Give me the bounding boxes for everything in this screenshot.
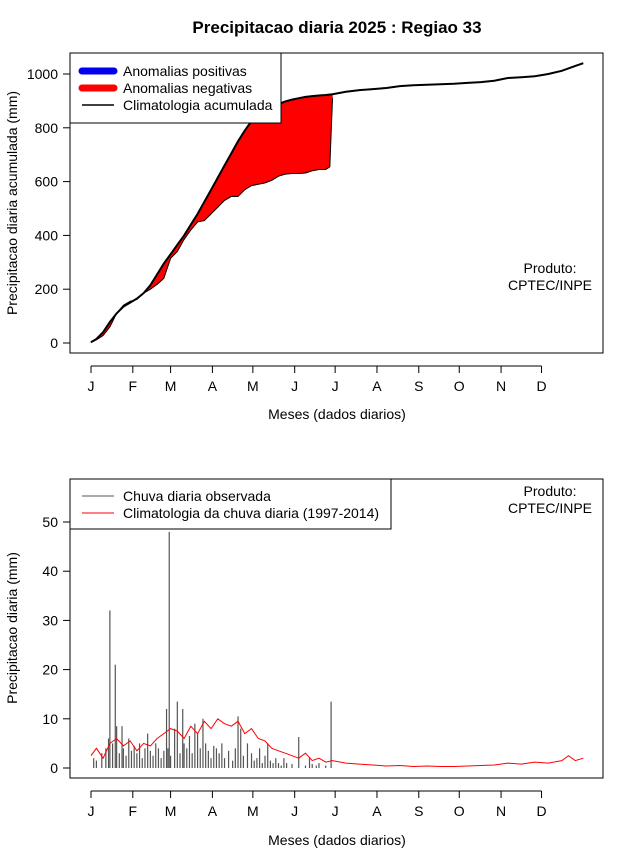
x-tick-label: N: [496, 803, 506, 819]
x-axis-label: Meses (dados diarios): [268, 832, 406, 848]
x-tick-label: A: [372, 803, 382, 819]
legend-label-positive: Anomalias positivas: [123, 63, 247, 79]
y-tick-label: 600: [35, 174, 59, 190]
x-axis-label: Meses (dados diarios): [268, 406, 406, 422]
daily-chart: 0 10 20 30 40 50 J F M A M J J A S O N D Precipitacao di…: [4, 478, 604, 848]
product-label: Produto:: [524, 483, 577, 499]
x-tick-label: N: [496, 378, 506, 394]
x-tick-label: D: [536, 378, 546, 394]
x-tick-label: F: [129, 803, 138, 819]
y-tick-label: 40: [42, 563, 58, 579]
x-tick-label: S: [414, 378, 423, 394]
x-tick-label: J: [88, 378, 95, 394]
y-tick-label: 400: [35, 227, 59, 243]
observed-daily-bars: [93, 531, 332, 768]
y-axis-label: Precipitacao diaria acumulada (mm): [4, 91, 20, 315]
y-tick-label: 1000: [27, 66, 58, 82]
y-tick-label: 10: [42, 711, 58, 727]
y-axis-label: Precipitacao diaria (mm): [4, 552, 20, 704]
x-tick-label: M: [165, 803, 177, 819]
x-tick-label: A: [208, 378, 218, 394]
cumulative-chart: Precipitacao diaria 2025 : Regiao 33 0 20…: [4, 18, 604, 422]
chart-title: Precipitacao diaria 2025 : Regiao 33: [192, 18, 481, 37]
y-tick-label: 0: [50, 335, 58, 351]
y-tick-label: 20: [42, 662, 58, 678]
x-tick-label: J: [332, 803, 339, 819]
legend-label-negative: Anomalias negativas: [123, 80, 252, 96]
x-tick-label: J: [291, 803, 298, 819]
x-tick-label: D: [536, 803, 546, 819]
x-tick-label: J: [332, 378, 339, 394]
x-tick-label: O: [454, 378, 465, 394]
x-tick-label: A: [372, 378, 382, 394]
x-tick-label: F: [129, 378, 138, 394]
x-tick-label: J: [88, 803, 95, 819]
y-tick-label: 30: [42, 612, 58, 628]
legend-label-observed: Chuva diaria observada: [123, 488, 271, 504]
y-tick-label: 0: [50, 760, 58, 776]
x-tick-label: O: [454, 803, 465, 819]
y-tick-label: 800: [35, 120, 59, 136]
legend: Chuva diaria observada Climatologia da c…: [69, 478, 392, 530]
y-tick-label: 50: [42, 514, 58, 530]
legend-label-climatology: Climatologia acumulada: [123, 97, 273, 113]
y-axis: 0 10 20 30 40 50: [42, 514, 71, 776]
x-tick-label: M: [247, 803, 259, 819]
legend-label-climatology: Climatologia da chuva diaria (1997-2014): [123, 505, 379, 521]
legend-box: [69, 478, 392, 530]
y-axis: 0 200 400 600 800 1000: [27, 66, 71, 351]
x-tick-label: S: [414, 803, 423, 819]
climatology-daily-line: [90, 718, 584, 768]
legend: Anomalias positivas Anomalias negativas …: [69, 52, 282, 124]
y-tick-label: 200: [35, 281, 59, 297]
x-tick-label: A: [208, 803, 218, 819]
x-tick-label: J: [291, 378, 298, 394]
product-source: CPTEC/INPE: [508, 500, 592, 516]
product-source: CPTEC/INPE: [508, 277, 592, 293]
product-label: Produto:: [524, 260, 577, 276]
x-tick-label: M: [247, 378, 259, 394]
x-tick-label: M: [165, 378, 177, 394]
observed-cumulative-line: [90, 98, 333, 343]
